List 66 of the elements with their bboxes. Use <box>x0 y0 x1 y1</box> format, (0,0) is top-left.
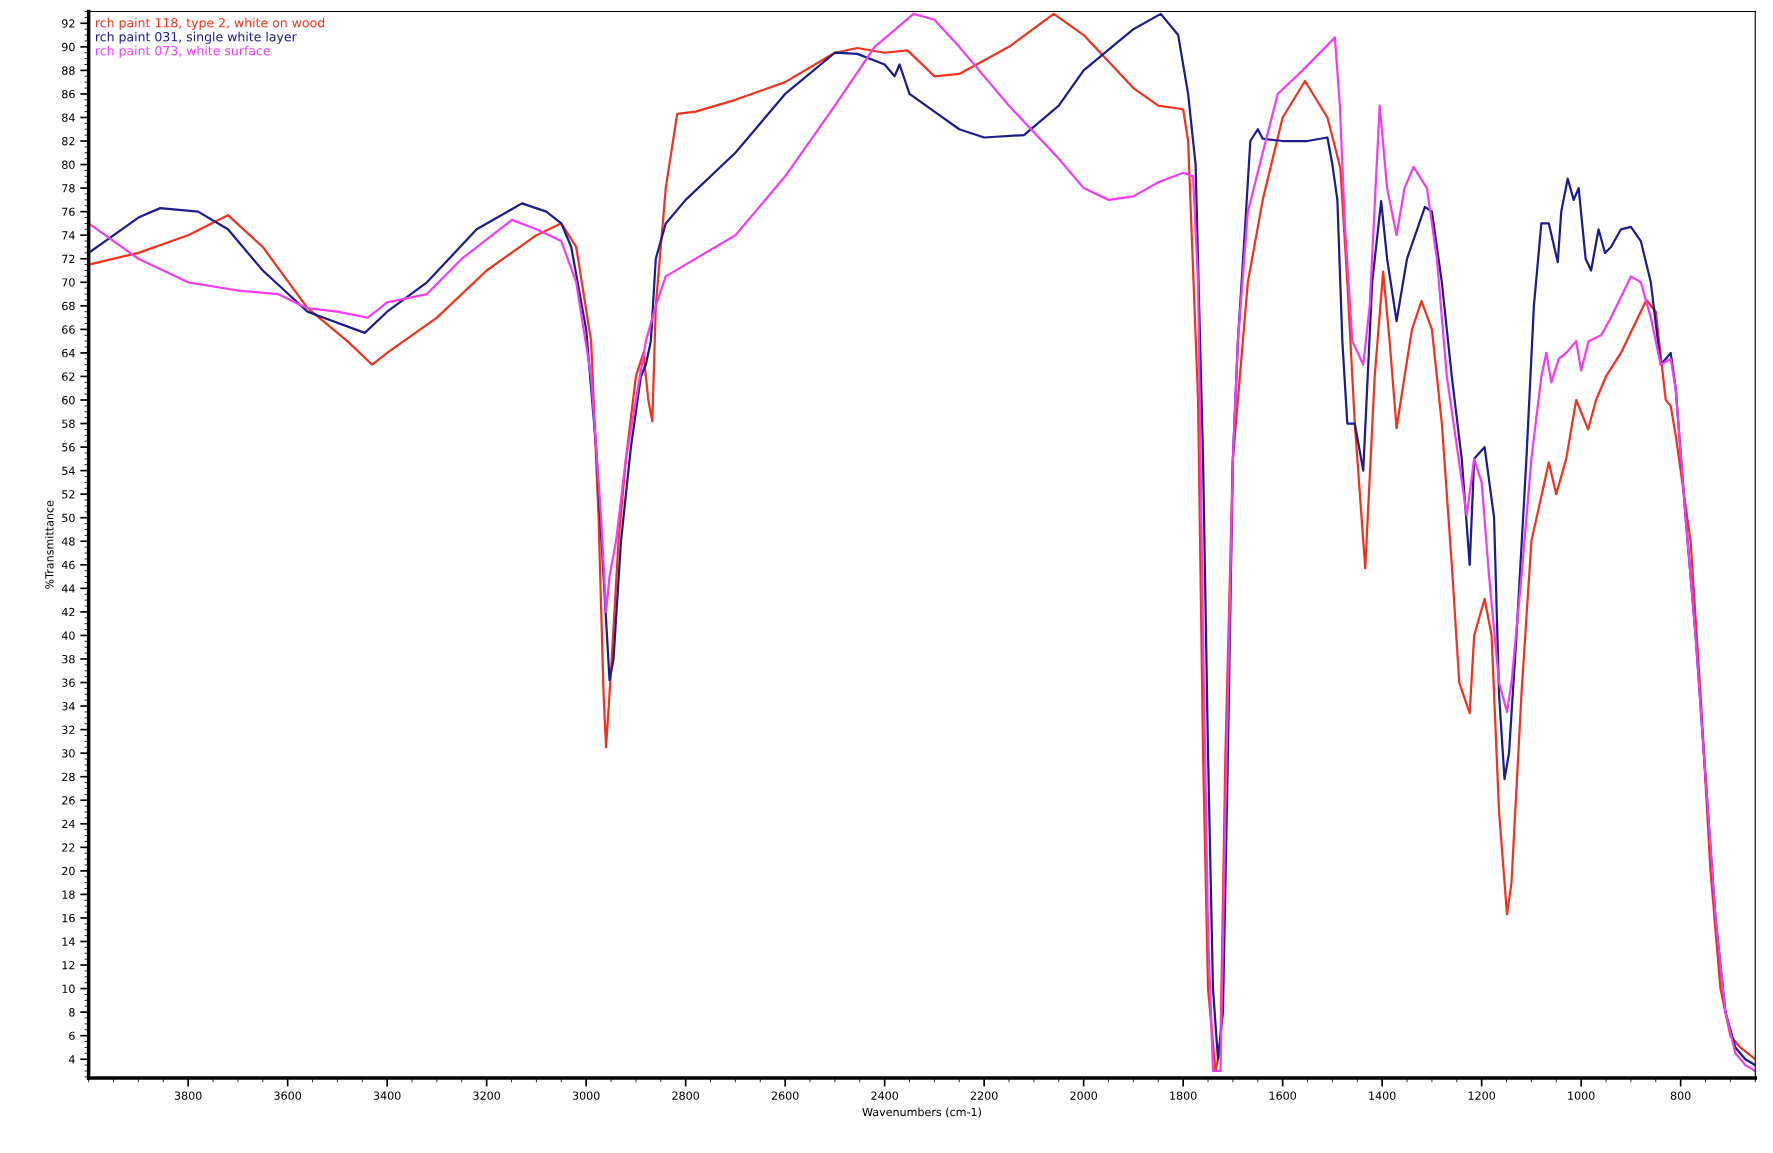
x-tick-label: 1800 <box>1170 1091 1197 1100</box>
y-tick-label: 56 <box>62 443 75 452</box>
y-tick-label: 80 <box>62 160 75 169</box>
x-tick-label: 3600 <box>274 1091 302 1100</box>
y-tick-label: 66 <box>62 325 75 334</box>
y-tick-label: 68 <box>62 301 75 311</box>
x-tick-label: 2800 <box>672 1091 700 1100</box>
y-tick-label: 86 <box>62 89 75 99</box>
y-tick-label: 58 <box>62 419 75 428</box>
text: rch paint 073, white surface <box>96 45 270 58</box>
y-tick-label: 84 <box>62 113 75 122</box>
y-tick-label: 40 <box>61 631 75 640</box>
y-tick-label: 60 <box>62 395 75 405</box>
y-tick-label: 82 <box>62 136 75 146</box>
x-tick-label: 2000 <box>1070 1091 1098 1100</box>
y-tick-label: 38 <box>62 654 75 664</box>
y-tick-label: 26 <box>62 796 75 805</box>
y-tick-label: 30 <box>62 749 75 758</box>
y-tick-label: 74 <box>62 231 75 240</box>
y-tick-label: 6 <box>69 1031 75 1041</box>
y-tick-label: 18 <box>62 890 75 899</box>
y-tick-label: 88 <box>62 66 75 75</box>
y-tick-label: 20 <box>62 866 75 876</box>
y-tick-label: 36 <box>62 678 75 687</box>
x-axis-title: Wavenumbers (cm-1) <box>862 1107 981 1118</box>
y-tick-label: 16 <box>62 913 75 923</box>
y-tick-label: 10 <box>62 984 75 993</box>
x-tick-label: 1200 <box>1468 1091 1496 1100</box>
x-tick-label: 3800 <box>174 1091 202 1100</box>
y-tick-label: 42 <box>61 607 75 617</box>
x-tick-label: 1400 <box>1369 1091 1396 1100</box>
y-tick-label: 72 <box>62 254 75 263</box>
text: rch paint 031, single white layer <box>96 31 297 44</box>
y-tick-label: 46 <box>61 560 75 570</box>
y-tick-label: 90 <box>62 42 75 52</box>
y-tick-label: 22 <box>62 843 75 852</box>
y-tick-label: 92 <box>62 19 75 28</box>
y-tick-label: 70 <box>62 278 75 287</box>
y-tick-label: 8 <box>69 1008 75 1017</box>
y-tick-label: 34 <box>62 702 75 711</box>
y-tick-label: 24 <box>62 819 75 829</box>
y-tick-label: 32 <box>62 725 75 734</box>
y-tick-label: 64 <box>62 348 75 358</box>
y-axis-title: %Transmittance <box>45 500 54 589</box>
y-tick-label: 14 <box>62 937 75 946</box>
y-tick-label: 12 <box>62 961 75 970</box>
y-tick-label: 52 <box>62 490 75 499</box>
y-tick-label: 50 <box>62 513 75 523</box>
x-tick-label: 2600 <box>771 1091 799 1100</box>
x-tick-label: 3000 <box>572 1091 600 1100</box>
x-tick-label: 1000 <box>1568 1091 1595 1100</box>
text: rch paint 118, type 2, white on wood <box>96 17 325 30</box>
y-tick-label: 76 <box>62 207 75 217</box>
x-tick-label: 800 <box>1670 1091 1691 1100</box>
y-tick-label: 54 <box>62 466 75 476</box>
y-tick-label: 48 <box>61 537 75 546</box>
x-tick-label: 1600 <box>1269 1091 1297 1100</box>
y-tick-label: 44 <box>61 584 75 593</box>
x-tick-label: 3200 <box>473 1091 501 1100</box>
y-tick-label: 78 <box>62 184 75 193</box>
x-tick-label: 2400 <box>871 1091 899 1100</box>
y-tick-label: 28 <box>62 772 75 782</box>
x-tick-label: 3400 <box>373 1091 401 1100</box>
x-tick-label: 2200 <box>970 1091 998 1100</box>
y-tick-label: 62 <box>62 372 75 381</box>
y-tick-label: 4 <box>68 1055 75 1064</box>
